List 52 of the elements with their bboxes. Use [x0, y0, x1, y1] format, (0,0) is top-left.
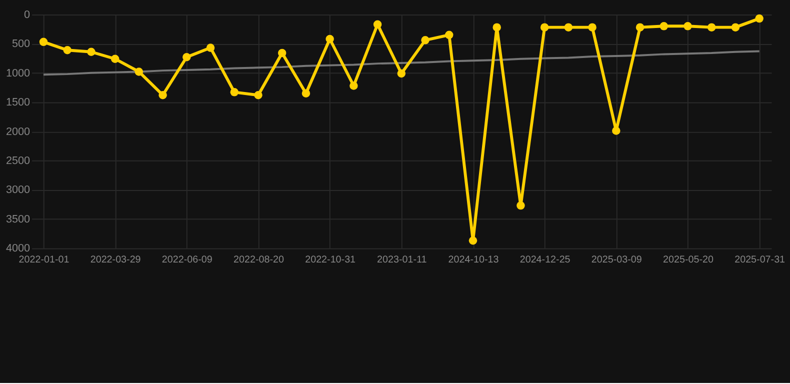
x-tick-label: 2025-05-20 [663, 254, 714, 266]
point [158, 90, 167, 100]
point [421, 36, 430, 44]
y-tick-label: 3000 [6, 184, 30, 196]
point [516, 201, 525, 210]
y-tick-label: 500 [12, 38, 30, 50]
x-tick-label: 2022-08-20 [234, 254, 284, 266]
y-tick-label: 3500 [6, 213, 30, 226]
point [182, 53, 191, 62]
point [397, 69, 406, 78]
y-tick-label: 4000 [6, 242, 30, 255]
line-series [42, 50, 760, 76]
point [302, 89, 310, 98]
x-tick-label: 2022-06-09 [162, 254, 213, 266]
point [636, 23, 644, 32]
point [350, 82, 358, 90]
x-tick-label: 2025-03-09 [591, 254, 642, 266]
x-tick-label: 2022-10-31 [305, 254, 356, 266]
point [206, 44, 215, 52]
point [326, 34, 334, 44]
point [660, 22, 668, 30]
x-tick-label: 2023-01-11 [377, 254, 427, 266]
x-tick-label: 2024-12-25 [520, 254, 571, 266]
x-tick-label: 2025-07-31 [734, 254, 786, 266]
y-tick-label: 1000 [6, 67, 30, 80]
point [110, 54, 120, 63]
point [588, 23, 596, 32]
x-tick-label: 2022-03-29 [90, 254, 142, 266]
point [564, 23, 573, 32]
point [230, 88, 239, 96]
point [63, 46, 72, 54]
point [707, 23, 716, 32]
x-tick-label: 2022-01-01 [18, 254, 70, 266]
x-tick-label: 2024-10-13 [448, 254, 500, 266]
point [684, 22, 692, 30]
point [134, 68, 144, 76]
point [254, 90, 262, 100]
point [373, 20, 382, 29]
point [278, 48, 286, 58]
y-tick-label: 1500 [6, 96, 30, 109]
point [445, 30, 454, 40]
y-tick-label: 2000 [6, 126, 30, 138]
y-tick-label: 0 [24, 8, 30, 21]
point [731, 23, 740, 32]
point [87, 48, 96, 56]
point [540, 23, 549, 32]
point [612, 126, 620, 135]
point [468, 236, 478, 245]
point [492, 23, 501, 32]
y-tick-label: 2500 [6, 155, 30, 168]
point [39, 38, 48, 46]
point [755, 14, 764, 23]
